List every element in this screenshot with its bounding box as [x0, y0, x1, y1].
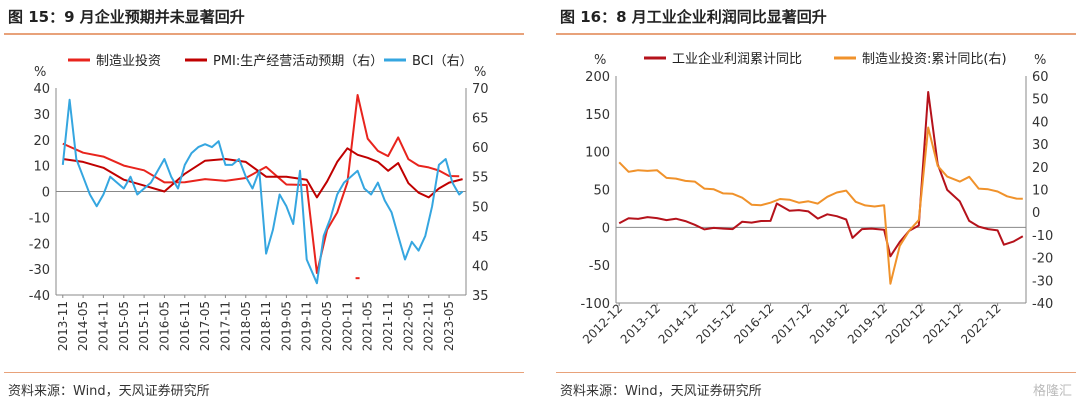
x-tick-label: 2017-11 [218, 301, 232, 351]
x-tick-label: 2020-12 [883, 301, 928, 346]
right-tick-label: 60 [472, 141, 489, 156]
x-tick-label: 2016-11 [178, 301, 192, 351]
x-tick-label: 2014-12 [656, 301, 701, 346]
chart-title: 图 15：9 月企业预期并未显著回升 [8, 8, 245, 26]
x-tick-label: 2015-11 [137, 301, 151, 351]
left-unit-label: % [594, 53, 606, 68]
x-tick-label: 2019-12 [845, 301, 890, 346]
right-tick-label: 40 [1032, 115, 1049, 130]
left-tick-label: -100 [580, 297, 610, 312]
title-rule [4, 33, 524, 35]
legend-label: 制造业投资 [96, 53, 161, 69]
right-unit-label: % [474, 65, 486, 80]
right-tick-label: 65 [472, 112, 489, 127]
chart-15-svg: % % 40 30 20 10 0 -10 -20 -30 -40 70 65 60 55 50 45 40 35 2… [29, 53, 489, 351]
series-line [618, 91, 1024, 258]
x-tick-label: 2014-05 [76, 301, 90, 351]
series-line [618, 126, 1023, 285]
x-tick-label: 2019-11 [300, 301, 314, 351]
left-tick-label: -10 [29, 211, 50, 226]
right-tick-label: -40 [1032, 297, 1053, 312]
x-tick-label: 2016-12 [731, 301, 776, 346]
x-tick-label: 2017-05 [198, 301, 212, 351]
x-tick-label: 2016-05 [157, 301, 171, 351]
right-tick-label: -30 [1032, 274, 1053, 289]
watermark-logo: 格隆汇 [1032, 384, 1072, 399]
chart-title: 图 16：8 月工业企业利润同比显著回升 [560, 8, 827, 26]
left-tick-label: 150 [585, 108, 610, 123]
chart-16-svg: % %200150100500-50-1006050403020100-10-20… [580, 51, 1053, 347]
x-tick-label: 2020-05 [320, 301, 334, 351]
right-tick-label: 30 [1032, 138, 1049, 153]
x-tick-label: 2023-05 [442, 301, 456, 351]
right-tick-label: 70 [472, 82, 489, 97]
right-tick-label: -20 [1032, 252, 1053, 267]
right-tick-label: 55 [472, 171, 489, 186]
x-tick-label: 2019-05 [279, 301, 293, 351]
source-note: 资料来源：Wind，天风证券研究所 [8, 384, 210, 399]
x-tick-label: 2018-05 [239, 301, 253, 351]
legend-label: PMI:生产经营活动预期（右） [213, 54, 383, 69]
left-unit-label: % [34, 65, 46, 80]
legend-label: BCI（右） [412, 54, 473, 69]
right-tick-label: 40 [472, 259, 489, 274]
right-tick-label: 45 [472, 230, 489, 245]
legend-label: 工业企业利润累计同比 [672, 51, 802, 67]
left-tick-label: 20 [33, 134, 50, 149]
source-rule [556, 372, 1076, 373]
legend-label: 制造业投资:累计同比(右) [862, 51, 1007, 67]
right-unit-label: % [1034, 53, 1046, 68]
right-tick-label: 0 [1032, 206, 1040, 221]
left-tick-label: 0 [42, 186, 50, 201]
right-tick-label: 50 [472, 200, 489, 215]
left-tick-label: -40 [29, 289, 50, 304]
x-tick-label: 2021-12 [921, 301, 966, 346]
x-tick-label: 2013-12 [618, 301, 663, 346]
chart-panel-16: 图 16：8 月工业企业利润同比显著回升 %% 200 150 100 50 0 -50 -1… [552, 0, 1080, 407]
left-tick-label: 0 [602, 221, 610, 236]
right-tick-label: 60 [1032, 70, 1049, 85]
series-line [61, 98, 464, 285]
x-tick-label: 2021-11 [381, 301, 395, 351]
right-tick-label: 20 [1032, 161, 1049, 176]
chart-panel-15: 图 15：9 月企业预期并未显著回升 %% 40 30 20 10 0 -10 -20 -30 -… [0, 0, 528, 407]
right-tick-label: -10 [1032, 229, 1053, 244]
right-tick-label: 50 [1032, 93, 1049, 108]
x-tick-label: 2022-05 [401, 301, 415, 351]
right-tick-label: 35 [472, 289, 489, 304]
x-tick-label: 2021-05 [361, 301, 375, 351]
title-rule [556, 33, 1076, 35]
x-tick-label: 2017-12 [769, 301, 814, 346]
left-tick-label: -30 [29, 263, 50, 278]
left-tick-label: -50 [589, 259, 610, 274]
source-note: 资料来源：Wind，天风证券研究所 [560, 384, 762, 399]
left-tick-label: 30 [33, 108, 50, 123]
x-tick-label: 2014-11 [96, 301, 110, 351]
x-tick-label: 2020-11 [340, 301, 354, 351]
x-tick-label: 2015-12 [693, 301, 738, 346]
x-tick-label: 2018-12 [807, 301, 852, 346]
left-tick-label: -20 [29, 237, 50, 252]
x-tick-label: 2013-11 [56, 301, 70, 351]
series-line [62, 147, 463, 199]
left-tick-label: 40 [33, 82, 50, 97]
right-tick-label: 10 [1032, 184, 1049, 199]
x-tick-label: 2015-05 [117, 301, 131, 351]
left-tick-label: 50 [593, 184, 610, 199]
left-tick-label: 100 [585, 146, 610, 161]
x-tick-label: 2022-12 [958, 301, 1003, 346]
source-rule [4, 372, 524, 373]
left-tick-label: 200 [585, 70, 610, 85]
x-tick-label: 2022-11 [422, 301, 436, 351]
x-tick-label: 2018-11 [259, 301, 273, 351]
left-tick-label: 10 [33, 160, 50, 175]
